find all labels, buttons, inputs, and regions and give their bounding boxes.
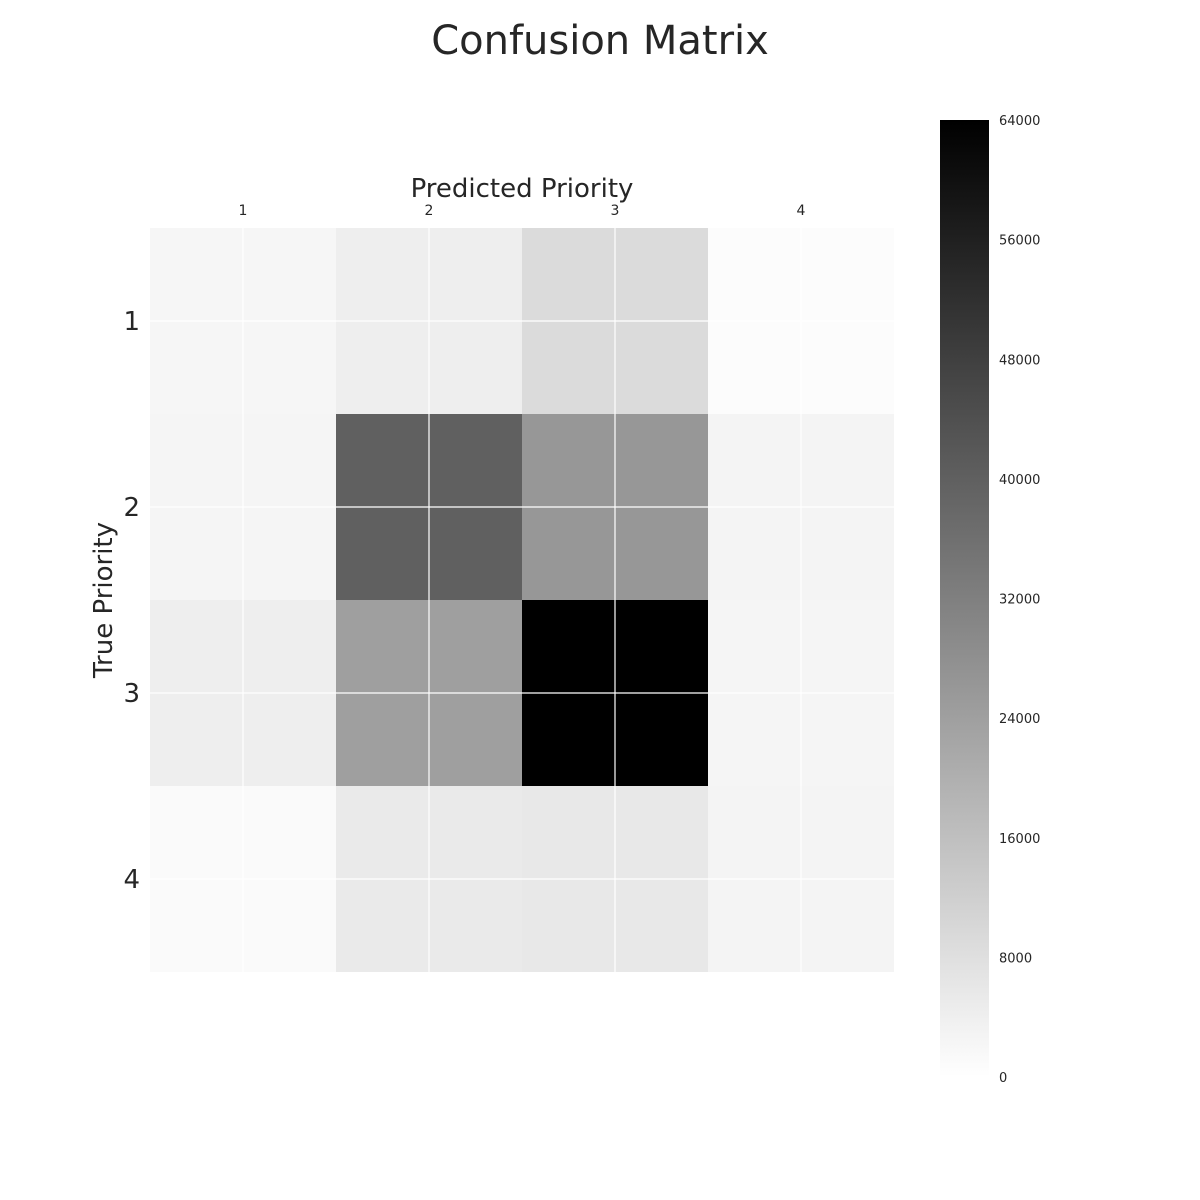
gridlines [150,228,894,972]
colorbar-tick-labels: 0 8000 16000 24000 32000 40000 48000 56000 64000 [999,114,1040,1086]
x-tick-labels: 1 2 3 4 [239,203,806,219]
y-tick-label: 3 [123,679,140,709]
y-axis-label: True Priority [89,522,119,679]
colorbar-tick-label: 16000 [999,832,1040,847]
y-tick-label: 1 [123,307,140,337]
x-axis-label: Predicted Priority [411,174,634,204]
colorbar [940,120,989,1077]
y-tick-labels: 1 2 3 4 [123,307,140,895]
x-tick-label: 3 [611,203,620,219]
colorbar-tick-label: 64000 [999,114,1040,129]
colorbar-tick-label: 24000 [999,712,1040,727]
colorbar-tick-label: 48000 [999,353,1040,368]
colorbar-tick-label: 32000 [999,593,1040,608]
heatmap-cells [150,228,894,972]
colorbar-tick-label: 40000 [999,473,1040,488]
colorbar-tick-label: 56000 [999,234,1040,249]
colorbar-tick-label: 0 [999,1071,1007,1086]
y-tick-label: 2 [123,493,140,523]
chart-title: Confusion Matrix [431,18,769,64]
y-tick-label: 4 [123,865,140,895]
x-tick-label: 2 [425,203,434,219]
colorbar-tick-label: 8000 [999,951,1032,966]
x-tick-label: 4 [797,203,806,219]
x-tick-label: 1 [239,203,248,219]
